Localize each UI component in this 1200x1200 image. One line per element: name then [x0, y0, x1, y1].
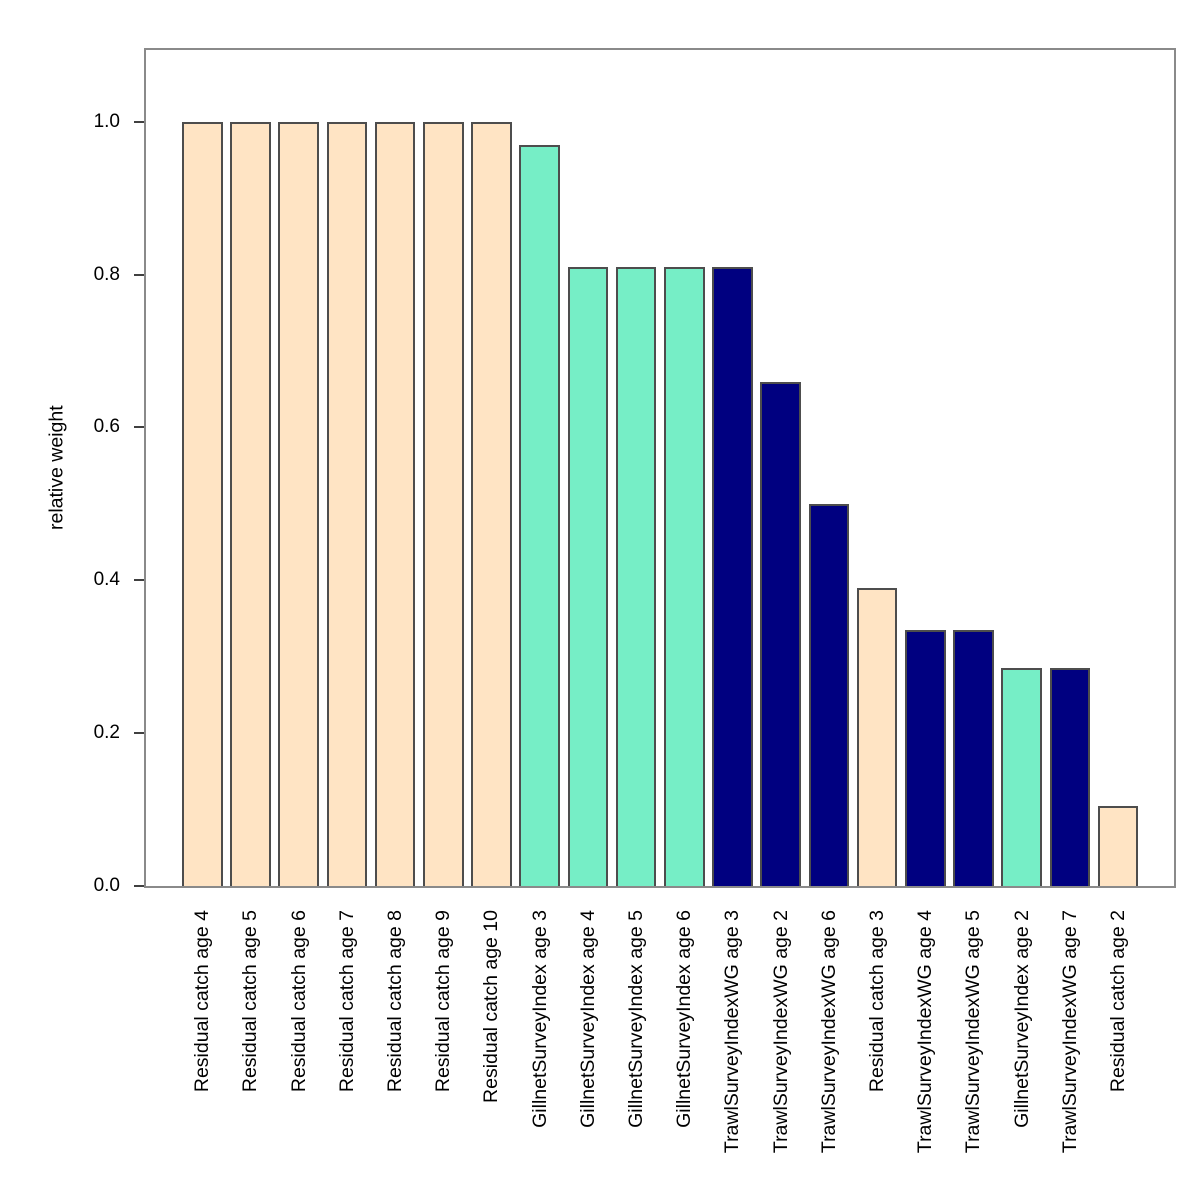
y-tick-label: 0.6 — [93, 416, 120, 438]
y-axis-title: relative weight — [45, 405, 68, 531]
bar-gillnetsurveyindex-age-3 — [519, 144, 560, 886]
x-axis-label: Residual catch age 6 — [287, 910, 310, 1093]
y-tick-mark — [134, 579, 144, 582]
y-tick-mark — [134, 426, 144, 429]
y-tick-mark — [134, 885, 144, 887]
bar-residual-catch-age-10 — [471, 121, 512, 886]
y-axis-ticks: 0.0 0.2 0.4 0.6 0.8 1.0 — [94, 50, 1174, 896]
x-axis-label: TrawlSurveyIndexWG age 2 — [769, 910, 792, 1154]
x-axis-label: GillnetSurveyIndex age 5 — [625, 910, 648, 1128]
bar-residual-catch-age-4 — [182, 121, 223, 886]
bar-gillnetsurveyindex-age-2 — [1001, 668, 1042, 886]
y-tick-mark — [134, 120, 144, 123]
x-axis-label: Residual catch age 5 — [239, 910, 262, 1093]
x-axis-label: Residual catch age 3 — [866, 910, 889, 1093]
y-tick-label: 0.0 — [93, 875, 120, 896]
bars-layer — [146, 50, 1174, 886]
x-axis-label: Residual catch age 9 — [432, 910, 455, 1093]
y-tick-label: 0.8 — [93, 263, 120, 285]
bar-residual-catch-age-7 — [326, 121, 368, 886]
x-axis-label: Residual catch age 2 — [1107, 910, 1130, 1093]
x-axis-label: Residual catch age 7 — [335, 910, 358, 1093]
y-tick-label: 0.2 — [93, 722, 120, 744]
x-axis-label: TrawlSurveyIndexWG age 6 — [817, 910, 840, 1154]
bar-trawlsurveyindexwg-age-2 — [760, 381, 801, 886]
bar-gillnetsurveyindex-age-4 — [567, 267, 609, 886]
x-axis-label: Residual catch age 4 — [191, 910, 214, 1093]
bar-trawlsurveyindexwg-age-4 — [905, 630, 946, 886]
y-tick-label: 0.4 — [93, 569, 120, 591]
bar-trawlsurveyindexwg-age-5 — [953, 630, 994, 886]
bar-residual-catch-age-5 — [230, 121, 271, 886]
bar-trawlsurveyindexwg-age-7 — [1049, 668, 1091, 886]
x-axis-label: Residual catch age 10 — [480, 910, 503, 1103]
y-tick-mark — [134, 273, 144, 276]
x-axis-label: GillnetSurveyIndex age 4 — [576, 910, 599, 1128]
x-axis-label: GillnetSurveyIndex age 3 — [528, 910, 551, 1128]
x-axis-label: GillnetSurveyIndex age 2 — [1010, 910, 1033, 1128]
bar-residual-catch-age-8 — [374, 121, 416, 886]
x-axis-label: TrawlSurveyIndexWG age 7 — [1058, 910, 1081, 1154]
bar-gillnetsurveyindex-age-5 — [615, 267, 657, 886]
bar-residual-catch-age-6 — [278, 121, 319, 886]
bar-residual-catch-age-2 — [1097, 805, 1139, 886]
x-axis-label: Residual catch age 8 — [384, 910, 407, 1093]
y-tick-mark — [134, 732, 144, 735]
bar-trawlsurveyindexwg-age-3 — [712, 267, 753, 886]
x-axis-label: TrawlSurveyIndexWG age 4 — [914, 910, 937, 1154]
x-axis-label: TrawlSurveyIndexWG age 5 — [962, 910, 985, 1154]
x-axis-label: GillnetSurveyIndex age 6 — [673, 910, 696, 1128]
bar-residual-catch-age-9 — [423, 121, 464, 886]
bar-trawlsurveyindexwg-age-6 — [808, 503, 850, 886]
x-axis-label: TrawlSurveyIndexWG age 3 — [721, 910, 744, 1154]
bar-gillnetsurveyindex-age-6 — [664, 267, 705, 886]
y-tick-label: 1.0 — [93, 110, 120, 132]
bar-residual-catch-age-3 — [856, 587, 898, 886]
